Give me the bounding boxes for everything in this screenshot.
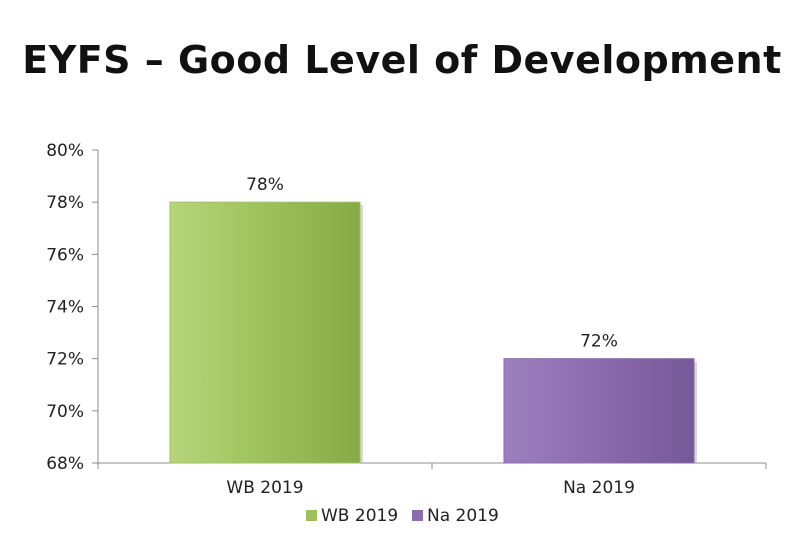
y-tick-label: 78% bbox=[46, 193, 84, 213]
y-tick-label: 74% bbox=[46, 298, 84, 318]
bar-2 bbox=[503, 358, 695, 464]
data-label: 72% bbox=[580, 332, 618, 352]
y-tick-label: 80% bbox=[46, 141, 84, 161]
legend-label: Na 2019 bbox=[427, 506, 499, 526]
legend-swatch bbox=[306, 510, 317, 521]
x-category-label: Na 2019 bbox=[563, 478, 635, 498]
bars bbox=[169, 201, 697, 464]
labels: 78% WB 2019 72% Na 2019 bbox=[226, 175, 634, 498]
data-label: 78% bbox=[246, 175, 284, 195]
y-tick-label: 76% bbox=[46, 245, 84, 265]
y-tick-label: 72% bbox=[46, 350, 84, 370]
y-tick-label: 70% bbox=[46, 402, 84, 422]
chart-title: EYFS – Good Level of Development bbox=[22, 38, 782, 82]
legend: WB 2019 Na 2019 bbox=[306, 506, 499, 526]
axes: 68% 70% 72% 74% 76% 78% 80% bbox=[46, 141, 767, 474]
bar-1 bbox=[169, 201, 361, 464]
y-tick-label: 68% bbox=[46, 454, 84, 474]
x-category-label: WB 2019 bbox=[226, 478, 303, 498]
legend-label: WB 2019 bbox=[321, 506, 398, 526]
legend-swatch bbox=[412, 510, 423, 521]
